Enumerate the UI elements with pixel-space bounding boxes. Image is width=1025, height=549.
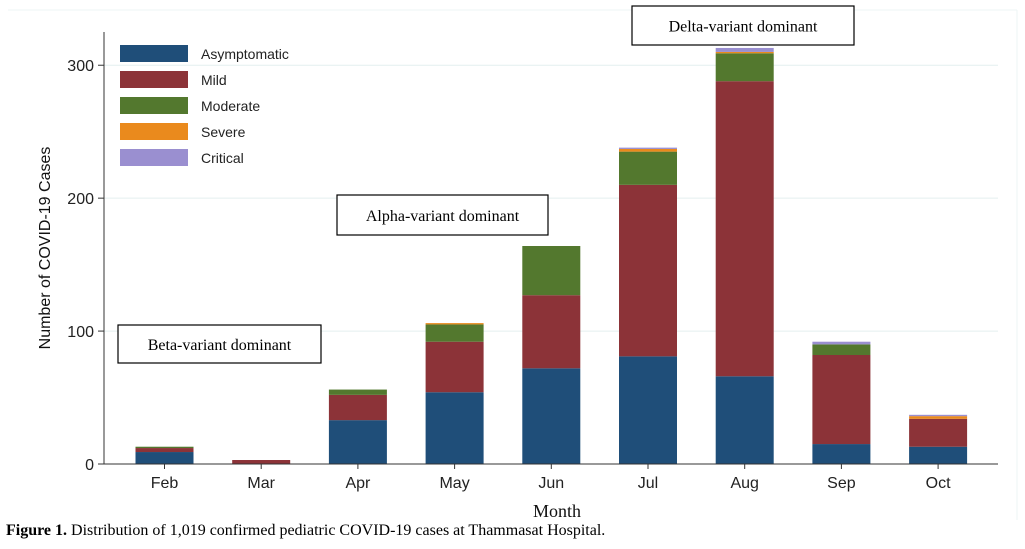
bar-aug-mild bbox=[715, 81, 774, 377]
legend-swatch-moderate bbox=[120, 97, 188, 114]
bar-jun-mild bbox=[522, 295, 581, 369]
legend-label-moderate: Moderate bbox=[201, 98, 260, 114]
legend-label-severe: Severe bbox=[201, 124, 246, 140]
bar-sep-asymptomatic bbox=[812, 444, 871, 464]
x-tick-label-jun: Jun bbox=[538, 475, 564, 492]
bar-sep-critical bbox=[812, 341, 871, 345]
bar-jul-severe bbox=[619, 148, 677, 152]
y-tick-label: 300 bbox=[67, 58, 94, 75]
x-tick-label-oct: Oct bbox=[926, 475, 951, 492]
bar-jul-asymptomatic bbox=[619, 356, 677, 464]
x-tick-label-apr: Apr bbox=[345, 475, 371, 492]
bar-may-mild bbox=[425, 341, 484, 393]
bar-mar-mild bbox=[232, 460, 291, 464]
caption-label: Figure 1. bbox=[6, 522, 68, 539]
legend-swatch-asymptomatic bbox=[120, 45, 188, 62]
bar-sep-mild bbox=[812, 355, 871, 445]
bar-jul-mild bbox=[619, 184, 677, 357]
bar-jul-critical bbox=[619, 147, 677, 149]
bar-feb-moderate bbox=[135, 446, 194, 449]
bar-oct-asymptomatic bbox=[909, 446, 968, 464]
bar-jun-asymptomatic bbox=[522, 368, 581, 464]
legend-swatch-severe bbox=[120, 123, 188, 140]
x-axis-title: Month bbox=[533, 501, 581, 520]
annotation-alpha-text: Alpha-variant dominant bbox=[366, 208, 520, 225]
legend-label-asymptomatic: Asymptomatic bbox=[201, 46, 289, 62]
y-tick-label: 100 bbox=[67, 324, 94, 341]
caption-text: Distribution of 1,019 confirmed pediatri… bbox=[67, 522, 606, 539]
legend-swatch-critical bbox=[120, 149, 188, 166]
bar-may-severe bbox=[425, 323, 484, 325]
bar-feb-mild bbox=[135, 448, 194, 453]
stacked-bar-chart: 0 100 200 300 Feb Mar Apr May Jun Jul Aug Sep Oct As… bbox=[8, 5, 1018, 520]
annotation-delta-text: Delta-variant dominant bbox=[669, 19, 818, 36]
y-axis-title: Number of COVID-19 Cases bbox=[37, 147, 54, 350]
x-tick-label-may: May bbox=[439, 475, 469, 492]
annotation-alpha-box bbox=[336, 194, 549, 236]
x-tick-label-jul: Jul bbox=[638, 475, 658, 492]
y-tick-label: 0 bbox=[85, 457, 94, 474]
x-tick-label-mar: Mar bbox=[247, 475, 275, 492]
bar-aug-severe bbox=[715, 51, 774, 54]
bar-apr-asymptomatic bbox=[328, 420, 387, 464]
bar-oct-critical bbox=[909, 414, 968, 417]
y-tick-label: 200 bbox=[67, 191, 94, 208]
annotation-beta-text: Beta-variant dominant bbox=[148, 337, 292, 354]
bar-oct-severe bbox=[909, 416, 968, 419]
legend-label-mild: Mild bbox=[201, 72, 227, 88]
bar-oct-mild bbox=[909, 418, 968, 447]
x-tick-label-feb: Feb bbox=[151, 475, 179, 492]
bar-aug-moderate bbox=[715, 53, 774, 82]
annotation-delta-box bbox=[631, 5, 855, 46]
x-tick-label-sep: Sep bbox=[827, 475, 856, 492]
bar-aug-critical bbox=[715, 47, 774, 52]
figure-caption: Figure 1. Distribution of 1,019 confirme… bbox=[6, 522, 605, 540]
bar-aug-asymptomatic bbox=[715, 376, 774, 464]
x-tick-label-aug: Aug bbox=[730, 475, 758, 492]
bar-feb-asymptomatic bbox=[135, 452, 194, 464]
bar-apr-mild bbox=[328, 394, 387, 421]
bar-apr-moderate bbox=[328, 389, 387, 395]
legend-swatch-mild bbox=[120, 71, 188, 88]
bar-jun-moderate bbox=[522, 246, 581, 296]
annotation-beta-box bbox=[117, 324, 322, 364]
bar-jul-moderate bbox=[619, 151, 677, 185]
bar-may-asymptomatic bbox=[425, 392, 484, 464]
bar-sep-moderate bbox=[812, 344, 871, 356]
legend-label-critical: Critical bbox=[201, 150, 244, 166]
bar-may-moderate bbox=[425, 324, 484, 342]
